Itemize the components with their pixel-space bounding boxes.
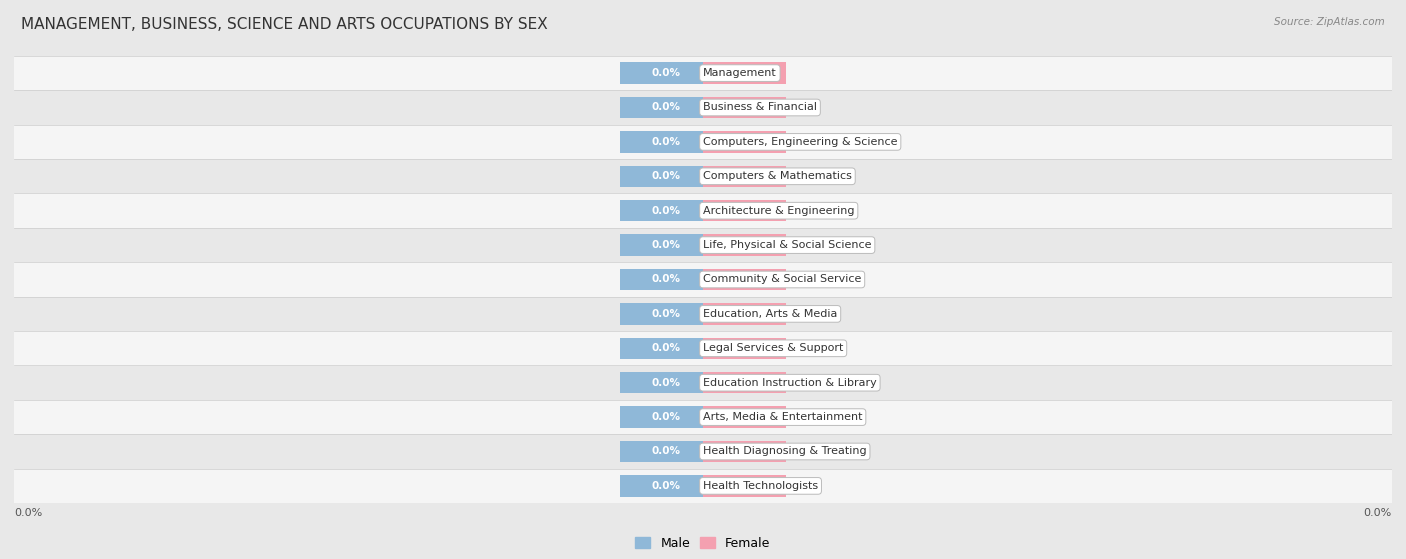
Bar [620, 200, 703, 221]
Bar [703, 338, 786, 359]
Bar [620, 234, 703, 256]
Bar [14, 228, 1392, 262]
Bar [703, 475, 786, 496]
Text: Business & Financial: Business & Financial [703, 102, 817, 112]
Bar [14, 331, 1392, 366]
Text: 0.0%: 0.0% [725, 412, 755, 422]
Bar [703, 63, 786, 84]
Bar [620, 269, 703, 290]
Text: 0.0%: 0.0% [725, 137, 755, 147]
Text: 0.0%: 0.0% [725, 447, 755, 457]
Bar [620, 406, 703, 428]
Text: 0.0%: 0.0% [651, 481, 681, 491]
Bar [620, 165, 703, 187]
Bar [14, 159, 1392, 193]
Text: 0.0%: 0.0% [651, 378, 681, 388]
Bar [620, 441, 703, 462]
Text: MANAGEMENT, BUSINESS, SCIENCE AND ARTS OCCUPATIONS BY SEX: MANAGEMENT, BUSINESS, SCIENCE AND ARTS O… [21, 17, 548, 32]
Bar [14, 91, 1392, 125]
Bar [14, 56, 1392, 91]
Text: 0.0%: 0.0% [725, 274, 755, 285]
Text: Education, Arts & Media: Education, Arts & Media [703, 309, 838, 319]
Text: 0.0%: 0.0% [725, 171, 755, 181]
Bar [703, 97, 786, 118]
Text: 0.0%: 0.0% [725, 206, 755, 216]
Bar [703, 165, 786, 187]
Bar [703, 269, 786, 290]
Text: Architecture & Engineering: Architecture & Engineering [703, 206, 855, 216]
Bar [14, 262, 1392, 297]
Text: 0.0%: 0.0% [14, 508, 42, 518]
Text: 0.0%: 0.0% [651, 274, 681, 285]
Bar [620, 338, 703, 359]
Text: 0.0%: 0.0% [651, 412, 681, 422]
Text: Legal Services & Support: Legal Services & Support [703, 343, 844, 353]
Bar [620, 303, 703, 325]
Text: Management: Management [703, 68, 776, 78]
Text: 0.0%: 0.0% [651, 102, 681, 112]
Bar [620, 372, 703, 394]
Text: Life, Physical & Social Science: Life, Physical & Social Science [703, 240, 872, 250]
Text: Arts, Media & Entertainment: Arts, Media & Entertainment [703, 412, 862, 422]
Bar [703, 406, 786, 428]
Text: Source: ZipAtlas.com: Source: ZipAtlas.com [1274, 17, 1385, 27]
Bar [703, 441, 786, 462]
Text: 0.0%: 0.0% [725, 309, 755, 319]
Text: 0.0%: 0.0% [1364, 508, 1392, 518]
Bar [14, 297, 1392, 331]
Bar [14, 434, 1392, 468]
Text: 0.0%: 0.0% [725, 378, 755, 388]
Text: Computers & Mathematics: Computers & Mathematics [703, 171, 852, 181]
Text: Community & Social Service: Community & Social Service [703, 274, 862, 285]
Bar [703, 303, 786, 325]
Bar [14, 125, 1392, 159]
Bar [620, 475, 703, 496]
Bar [703, 131, 786, 153]
Text: Education Instruction & Library: Education Instruction & Library [703, 378, 877, 388]
Text: Health Diagnosing & Treating: Health Diagnosing & Treating [703, 447, 866, 457]
Bar [14, 366, 1392, 400]
Bar [703, 234, 786, 256]
Bar [14, 193, 1392, 228]
Text: 0.0%: 0.0% [725, 343, 755, 353]
Text: 0.0%: 0.0% [725, 102, 755, 112]
Bar [703, 200, 786, 221]
Text: 0.0%: 0.0% [725, 68, 755, 78]
Legend: Male, Female: Male, Female [630, 532, 776, 555]
Bar [620, 97, 703, 118]
Text: 0.0%: 0.0% [651, 309, 681, 319]
Text: 0.0%: 0.0% [725, 240, 755, 250]
Text: 0.0%: 0.0% [651, 206, 681, 216]
Text: 0.0%: 0.0% [651, 343, 681, 353]
Text: 0.0%: 0.0% [651, 171, 681, 181]
Bar [14, 468, 1392, 503]
Bar [703, 372, 786, 394]
Bar [14, 400, 1392, 434]
Bar [620, 131, 703, 153]
Bar [620, 63, 703, 84]
Text: Health Technologists: Health Technologists [703, 481, 818, 491]
Text: Computers, Engineering & Science: Computers, Engineering & Science [703, 137, 897, 147]
Text: 0.0%: 0.0% [651, 68, 681, 78]
Text: 0.0%: 0.0% [725, 481, 755, 491]
Text: 0.0%: 0.0% [651, 137, 681, 147]
Text: 0.0%: 0.0% [651, 447, 681, 457]
Text: 0.0%: 0.0% [651, 240, 681, 250]
